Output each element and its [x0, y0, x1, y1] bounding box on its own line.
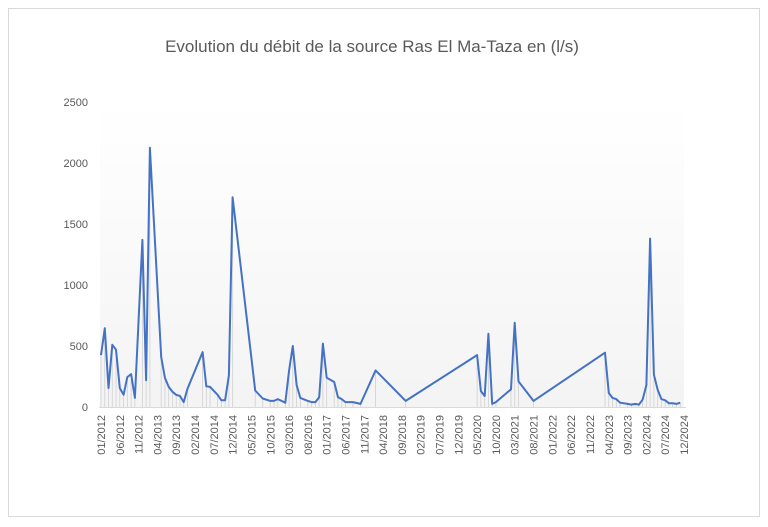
x-tick-label: 08/2021 [529, 415, 541, 455]
x-tick-label: 07/2024 [660, 415, 672, 455]
x-tick-label: 02/2014 [190, 415, 202, 455]
x-tick-label: 06/2022 [566, 415, 578, 455]
x-tick-label: 02/2024 [641, 415, 653, 455]
x-tick-label: 01/2012 [96, 415, 108, 455]
x-tick-label: 12/2024 [679, 415, 691, 455]
x-tick-label: 09/2013 [171, 415, 183, 455]
y-tick-label: 1000 [64, 280, 88, 292]
x-tick-label: 01/2017 [322, 415, 334, 455]
y-tick-label: 500 [70, 341, 88, 353]
x-tick-label: 06/2017 [340, 415, 352, 455]
x-tick-label: 07/2014 [209, 415, 221, 455]
x-tick-label: 05/2015 [246, 415, 258, 455]
y-tick-label: 1500 [64, 219, 88, 231]
x-tick-label: 08/2016 [303, 415, 315, 455]
x-tick-label: 09/2023 [623, 415, 635, 455]
x-tick-label: 03/2021 [510, 415, 522, 455]
x-tick-label: 04/2023 [604, 415, 616, 455]
x-tick-label: 12/2014 [228, 415, 240, 455]
x-tick-label: 02/2019 [416, 415, 428, 455]
x-tick-label: 01/2022 [547, 415, 559, 455]
x-tick-label: 03/2016 [284, 415, 296, 455]
x-tick-label: 11/2017 [359, 415, 371, 454]
y-tick-label: 2500 [64, 97, 88, 109]
x-tick-label: 06/2012 [115, 415, 127, 455]
x-tick-label: 10/2020 [491, 415, 503, 455]
x-tick-label: 05/2020 [472, 415, 484, 455]
x-tick-label: 10/2015 [265, 415, 277, 455]
y-tick-label: 0 [82, 402, 88, 414]
x-tick-label: 11/2012 [134, 415, 146, 454]
chart-title: Evolution du débit de la source Ras El M… [165, 37, 579, 56]
x-tick-label: 07/2019 [435, 415, 447, 455]
x-tick-label: 09/2018 [397, 415, 409, 455]
y-tick-label: 2000 [64, 158, 88, 170]
x-tick-label: 04/2018 [378, 415, 390, 455]
plot-area [100, 102, 684, 407]
x-tick-label: 11/2022 [585, 415, 597, 454]
x-tick-label: 04/2013 [152, 415, 164, 455]
x-tick-label: 12/2019 [453, 415, 465, 455]
data-line [100, 146, 681, 406]
